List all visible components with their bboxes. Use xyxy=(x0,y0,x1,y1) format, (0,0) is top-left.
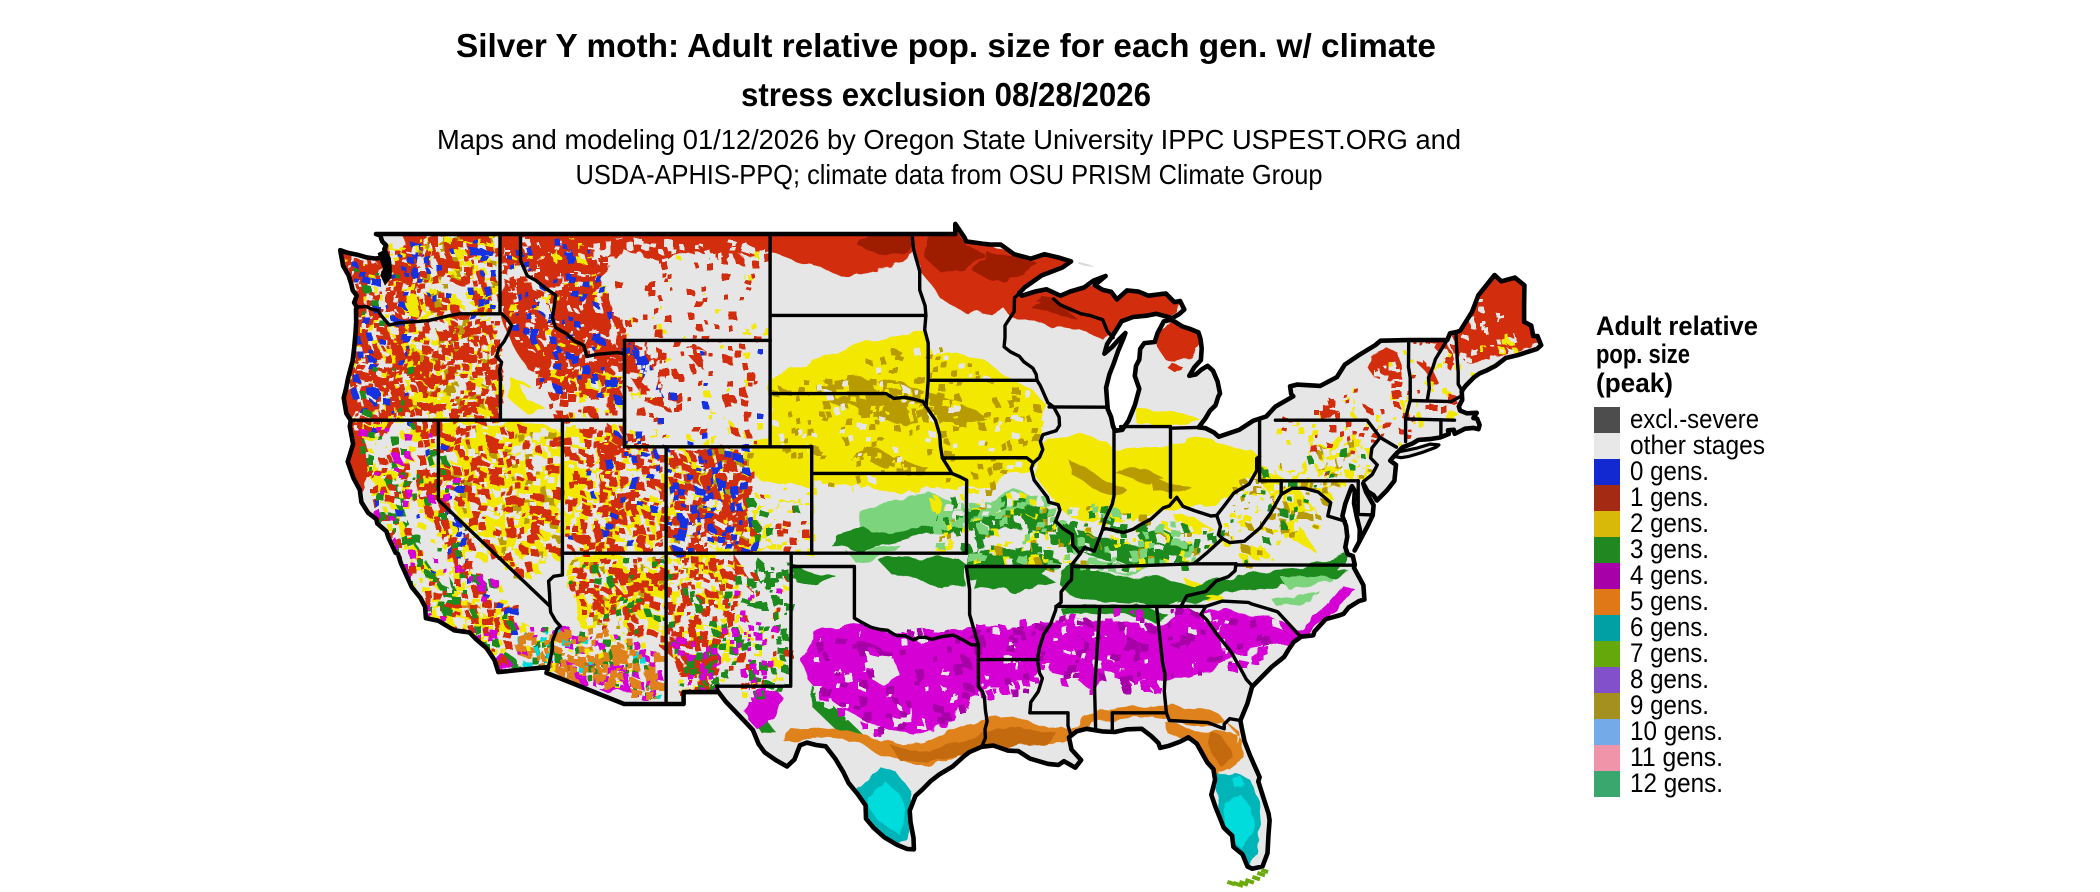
svg-text:11 gens.: 11 gens. xyxy=(1630,742,1723,772)
svg-text:0 gens.: 0 gens. xyxy=(1630,456,1709,486)
svg-text:pop. size: pop. size xyxy=(1596,339,1690,369)
svg-text:(peak): (peak) xyxy=(1596,368,1673,398)
svg-text:6 gens.: 6 gens. xyxy=(1630,612,1709,642)
svg-text:Silver Y moth: Adult relative: Silver Y moth: Adult relative pop. size … xyxy=(456,27,1436,64)
svg-text:stress exclusion 08/28/2026: stress exclusion 08/28/2026 xyxy=(741,76,1151,113)
svg-text:USDA-APHIS-PPQ; climate data f: USDA-APHIS-PPQ; climate data from OSU PR… xyxy=(576,159,1323,190)
svg-text:2 gens.: 2 gens. xyxy=(1630,508,1709,538)
svg-text:9 gens.: 9 gens. xyxy=(1630,690,1709,720)
svg-text:12 gens.: 12 gens. xyxy=(1630,768,1723,798)
svg-text:other stages: other stages xyxy=(1630,430,1765,460)
svg-text:3 gens.: 3 gens. xyxy=(1630,534,1709,564)
svg-text:8 gens.: 8 gens. xyxy=(1630,664,1709,694)
svg-text:5 gens.: 5 gens. xyxy=(1630,586,1709,616)
svg-text:1 gens.: 1 gens. xyxy=(1630,482,1709,512)
svg-text:Adult relative: Adult relative xyxy=(1596,311,1758,341)
svg-text:Maps and modeling 01/12/2026 b: Maps and modeling 01/12/2026 by Oregon S… xyxy=(437,124,1461,155)
svg-text:7 gens.: 7 gens. xyxy=(1630,638,1709,668)
svg-text:4 gens.: 4 gens. xyxy=(1630,560,1709,590)
svg-text:10 gens.: 10 gens. xyxy=(1630,716,1723,746)
svg-text:excl.-severe: excl.-severe xyxy=(1630,404,1759,434)
